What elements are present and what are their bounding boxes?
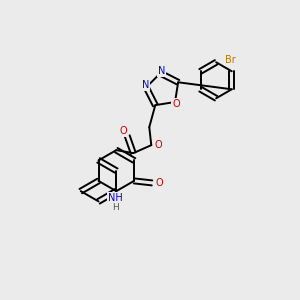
Text: N: N [142,80,149,90]
Text: O: O [155,178,163,188]
Text: O: O [172,99,180,109]
Text: NH: NH [108,193,123,203]
Text: O: O [154,140,162,150]
Text: O: O [119,126,127,136]
Text: H: H [112,202,119,211]
Text: N: N [158,66,165,76]
Text: Br: Br [225,55,236,65]
